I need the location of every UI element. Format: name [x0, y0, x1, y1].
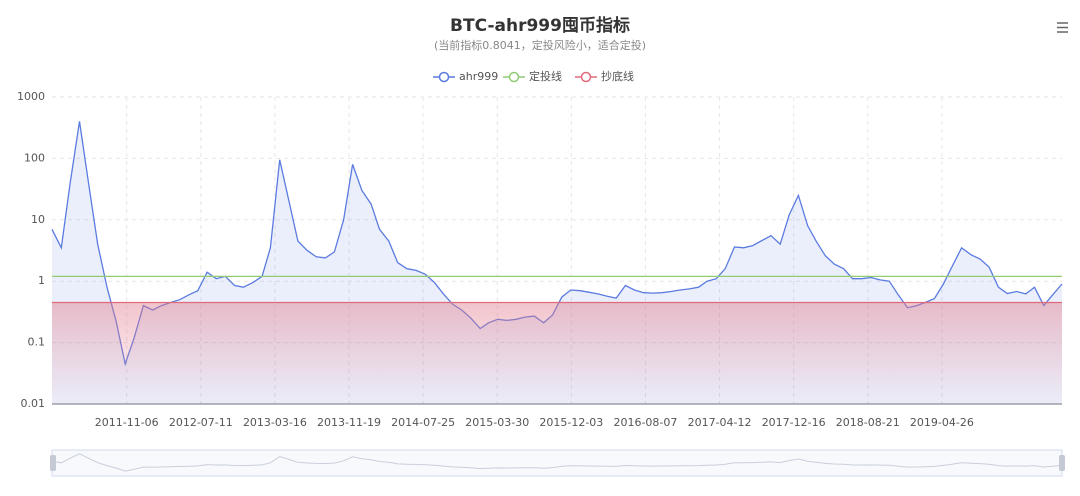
y-tick-label: 1000 [17, 90, 45, 103]
zoom-preview-line [51, 453, 1063, 472]
y-tick-label: 1 [38, 274, 45, 287]
legend-label: ahr999 [459, 70, 498, 83]
y-tick-label: 0.1 [28, 336, 46, 349]
chart-subtitle: (当前指标0.8041，定投风险小，适合定投) [434, 38, 646, 52]
x-tick-label: 2011-11-06 [95, 416, 159, 429]
legend-label: 抄底线 [601, 69, 634, 83]
x-tick-label: 2014-07-25 [391, 416, 455, 429]
legend-label: 定投线 [529, 69, 562, 83]
x-tick-label: 2017-12-16 [762, 416, 826, 429]
x-tick-label: 2016-08-07 [613, 416, 677, 429]
legend-icon-marker [438, 71, 450, 83]
data-zoom[interactable] [50, 449, 1065, 477]
low-zone [52, 302, 1062, 404]
x-tick-label: 2013-03-16 [243, 416, 307, 429]
legend-icon-marker [508, 71, 520, 83]
chart-title: BTC-ahr999囤币指标 [450, 15, 630, 36]
zoom-track[interactable] [51, 449, 1063, 477]
zoom-handle-right[interactable] [1059, 455, 1065, 471]
x-tick-label: 2018-08-21 [836, 416, 900, 429]
x-tick-label: 2012-07-11 [169, 416, 233, 429]
x-tick-label: 2013-11-19 [317, 416, 381, 429]
y-tick-label: 10 [31, 213, 45, 226]
legend-item[interactable]: ahr999 [433, 70, 498, 83]
x-tick-label: 2015-03-30 [465, 416, 529, 429]
menu-icon[interactable] [1057, 22, 1068, 33]
x-tick-label: 2017-04-12 [688, 416, 752, 429]
x-tick-label: 2015-12-03 [539, 416, 603, 429]
plot-area: 1000 100 10 1 0.1 0.01 2011-11-06 2012-07-11 201… [17, 90, 1063, 429]
legend-icon-marker [580, 71, 592, 83]
legend-item[interactable]: 抄底线 [575, 69, 634, 83]
legend-item[interactable]: 定投线 [503, 69, 562, 83]
y-tick-label: 100 [24, 151, 45, 164]
x-tick-label: 2019-04-26 [910, 416, 974, 429]
zoom-handle-left[interactable] [50, 455, 56, 471]
y-tick-label: 0.01 [21, 397, 46, 410]
